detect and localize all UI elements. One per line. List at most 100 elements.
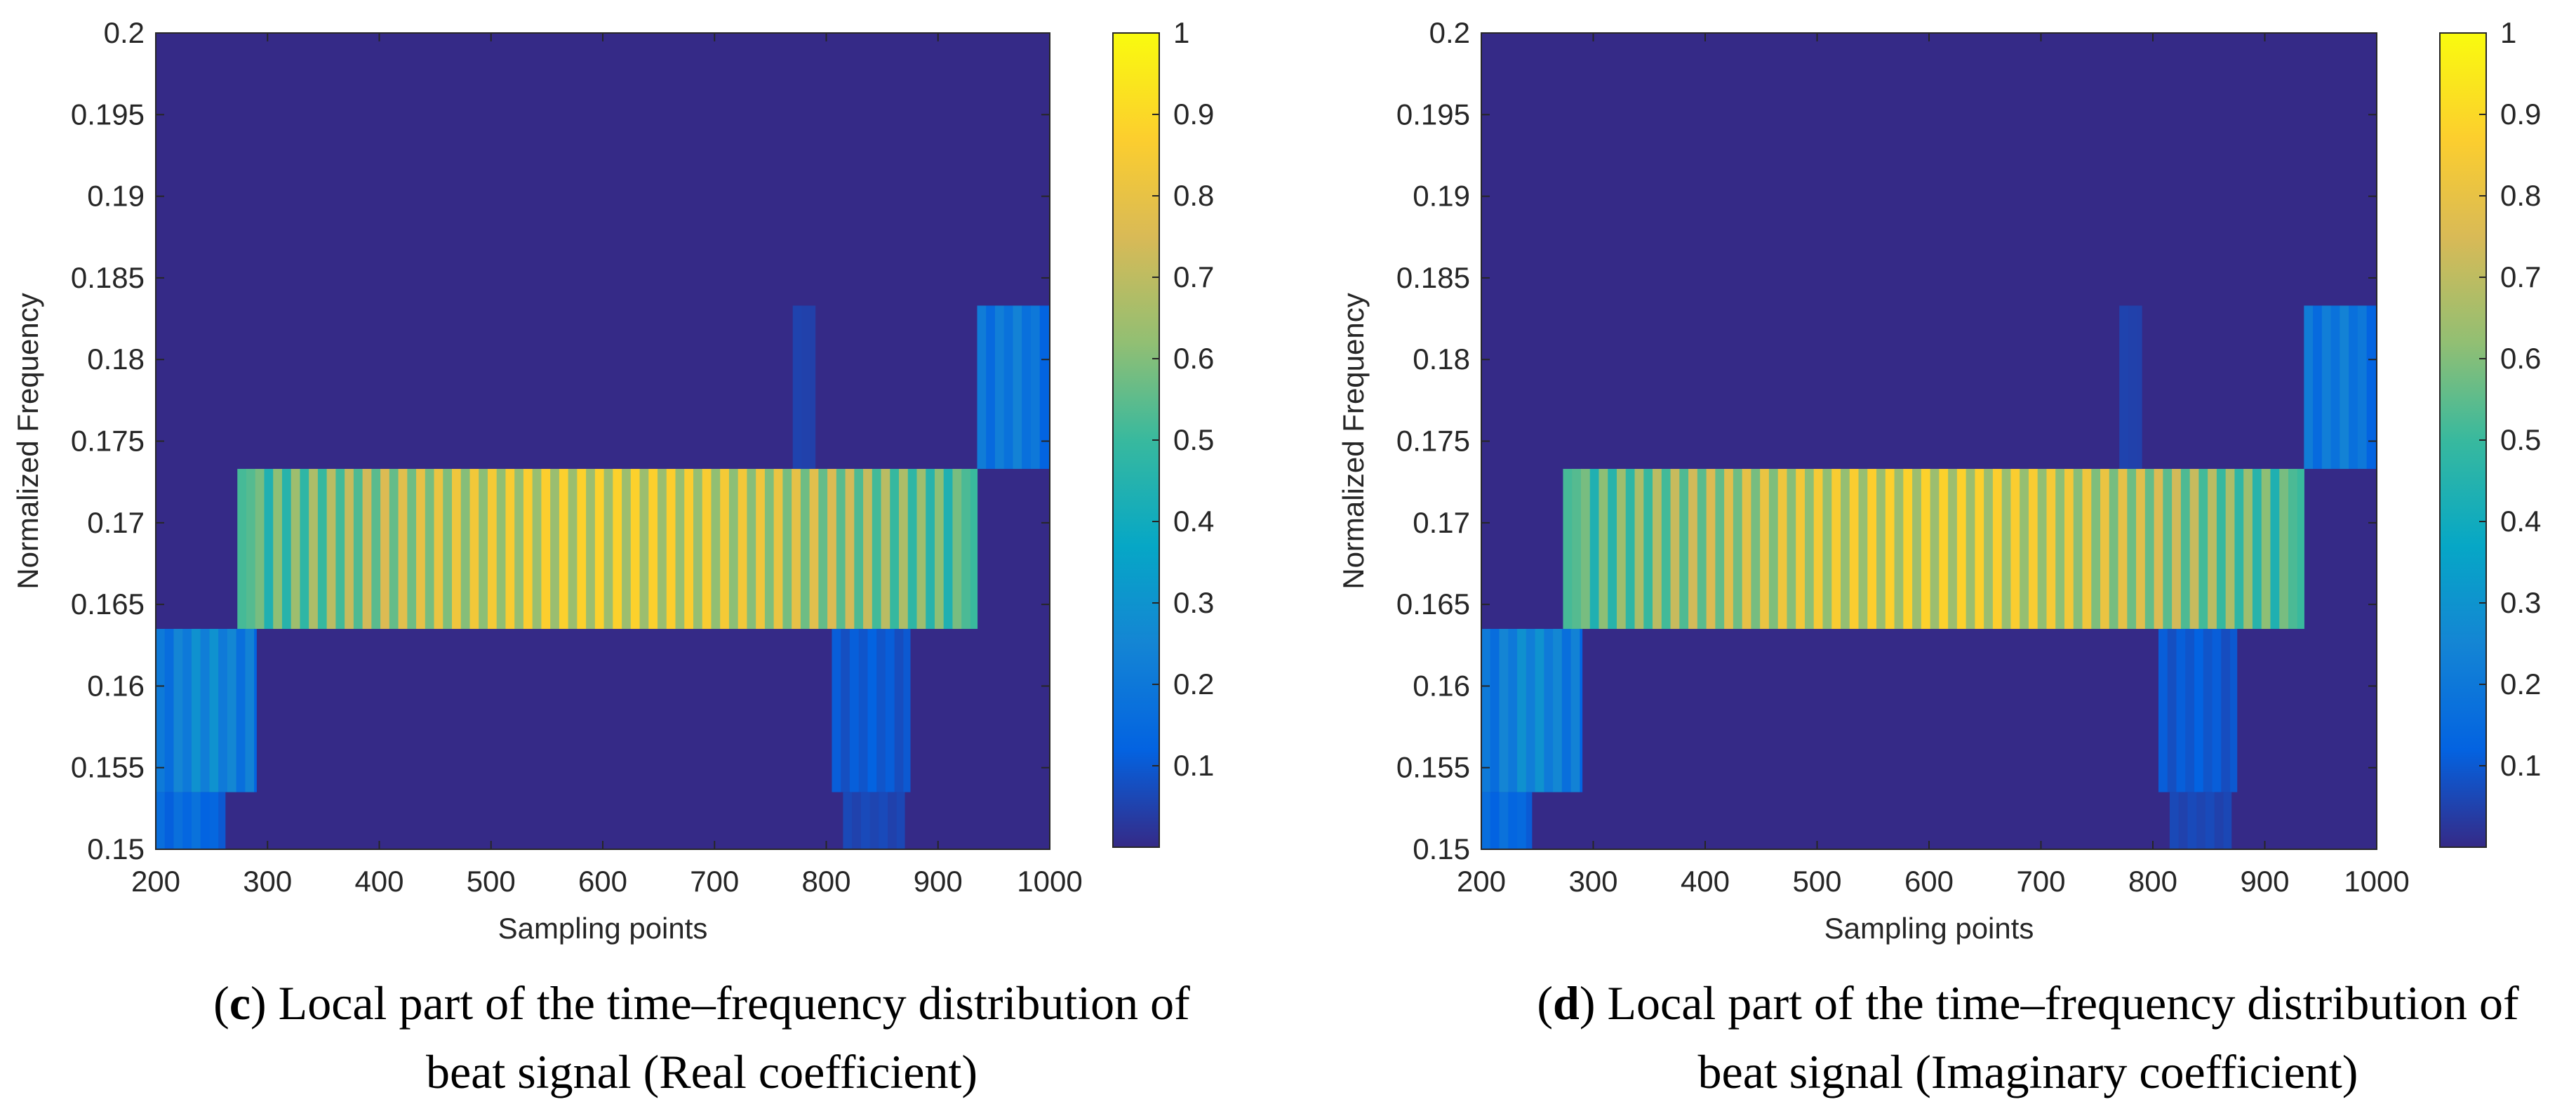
heatmap-cell xyxy=(1939,469,1949,629)
heatmap-cell xyxy=(2366,305,2377,470)
heatmap-cell xyxy=(843,792,853,849)
heatmap-cell xyxy=(1751,469,1761,629)
heatmap-cell xyxy=(2194,628,2204,792)
heatmap-cell xyxy=(1777,469,1788,629)
heatmap-cell xyxy=(711,469,721,629)
heatmap-cell xyxy=(852,792,862,849)
heatmap-cell xyxy=(2180,469,2191,629)
heatmap-cell xyxy=(586,469,596,629)
heatmap-cell xyxy=(291,469,301,629)
heatmap-cell xyxy=(1768,469,1779,629)
heatmap-cell xyxy=(869,792,879,849)
heatmap-cell xyxy=(885,628,895,792)
colorbar-tick-label: 1 xyxy=(2500,16,2516,49)
heatmap-cell xyxy=(1580,469,1591,629)
heatmap-cell xyxy=(2230,628,2238,792)
heatmap-cell xyxy=(867,628,877,792)
heatmap-cell xyxy=(264,469,274,629)
heatmap-cell xyxy=(2001,469,2012,629)
heatmap-cell xyxy=(2144,469,2155,629)
heatmap-cell xyxy=(1517,792,1527,849)
heatmap-cell xyxy=(200,792,211,849)
heatmap-cell xyxy=(2297,469,2304,629)
heatmap-cell xyxy=(693,469,703,629)
heatmap-cell xyxy=(792,305,803,470)
heatmap-cell xyxy=(496,469,507,629)
heatmap-cell xyxy=(218,792,226,849)
heatmap-cell xyxy=(994,305,1005,470)
heatmap-cell xyxy=(1975,469,1984,629)
heatmap-cell xyxy=(961,469,971,629)
heatmap-cell xyxy=(2234,469,2244,629)
heatmap-cell xyxy=(255,469,265,629)
heatmap-cell xyxy=(1670,469,1680,629)
y-axis-label: Normalized Frequency xyxy=(11,293,44,590)
caption-line-1: (c) Local part of the time–frequency dis… xyxy=(213,976,1190,1030)
colorbar-tick-label: 0.2 xyxy=(2500,667,2541,700)
y-tick-label: 0.195 xyxy=(1396,98,1470,131)
heatmap-cell xyxy=(2028,469,2038,629)
colorbar-tick-label: 0.1 xyxy=(2500,749,2541,782)
heatmap-cell xyxy=(2172,469,2182,629)
heatmap-cell xyxy=(1625,469,1636,629)
heatmap-cell xyxy=(881,469,890,629)
colorbar-tick-label: 0.3 xyxy=(1173,586,1214,619)
heatmap-cell xyxy=(2163,469,2173,629)
heatmap-cell xyxy=(977,305,987,470)
heatmap-cell xyxy=(903,628,911,792)
heatmap-cell xyxy=(2279,469,2289,629)
heatmap-cell xyxy=(2357,305,2368,470)
plot-area xyxy=(156,33,1050,849)
heatmap-cell xyxy=(648,469,658,629)
heatmap-cell xyxy=(362,469,372,629)
heatmap-cell xyxy=(407,469,417,629)
heatmap-cell xyxy=(879,792,888,849)
y-tick-label: 0.2 xyxy=(104,16,145,49)
heatmap-cell xyxy=(514,469,524,629)
heatmap-cell xyxy=(273,469,283,629)
heatmap-cell xyxy=(2189,469,2199,629)
heatmap-cell xyxy=(622,469,632,629)
heatmap-cell xyxy=(1921,469,1931,629)
heatmap-cell xyxy=(876,628,886,792)
heatmap-cell xyxy=(2055,469,2065,629)
heatmap-cell xyxy=(541,469,551,629)
x-tick-label: 900 xyxy=(914,865,963,898)
colorbar-tick-label: 0.6 xyxy=(1173,342,1214,375)
heatmap-cell xyxy=(863,469,873,629)
heatmap-cell xyxy=(2212,628,2222,792)
y-tick-label: 0.155 xyxy=(71,751,145,784)
heatmap-cell xyxy=(1526,628,1536,792)
heatmap-cell xyxy=(237,469,247,629)
heatmap-cell xyxy=(2330,305,2340,470)
heatmap-cell xyxy=(841,628,850,792)
plot-area xyxy=(1481,33,2377,849)
x-tick-label: 200 xyxy=(131,865,180,898)
heatmap-cell xyxy=(747,469,756,629)
heatmap-cell xyxy=(1616,469,1627,629)
colorbar-tick-label: 0.9 xyxy=(2500,98,2541,131)
caption-open-paren: ( xyxy=(213,976,229,1030)
caption-letter: d xyxy=(1553,976,1580,1030)
heatmap-cell xyxy=(2205,792,2215,849)
heatmap-cell xyxy=(2176,628,2186,792)
heatmap-cell xyxy=(281,469,292,629)
colorbar-tick-label: 0.8 xyxy=(2500,179,2541,212)
heatmap-cell xyxy=(756,469,766,629)
heatmap-cell xyxy=(2020,469,2029,629)
heatmap-cell xyxy=(594,469,605,629)
heatmap-cell xyxy=(1813,469,1824,629)
heatmap-cell xyxy=(896,792,905,849)
heatmap-cell xyxy=(317,469,328,629)
y-tick-label: 0.165 xyxy=(1396,587,1470,620)
heatmap-cell xyxy=(836,469,846,629)
heatmap-cell xyxy=(2010,469,2020,629)
colorbar: 0.1 0.2 0.3 0.4 0.5 0.6 0.7 0.8 0.9 1 xyxy=(2439,16,2541,848)
colorbar-tick-label: 0.3 xyxy=(2500,586,2541,619)
heatmap-cell xyxy=(487,469,498,629)
heatmap-cell xyxy=(2037,469,2048,629)
y-tick-label: 0.18 xyxy=(1413,343,1470,376)
heatmap-cell xyxy=(2137,305,2142,470)
heatmap-cell xyxy=(2154,469,2163,629)
heatmap-cell xyxy=(2073,469,2083,629)
